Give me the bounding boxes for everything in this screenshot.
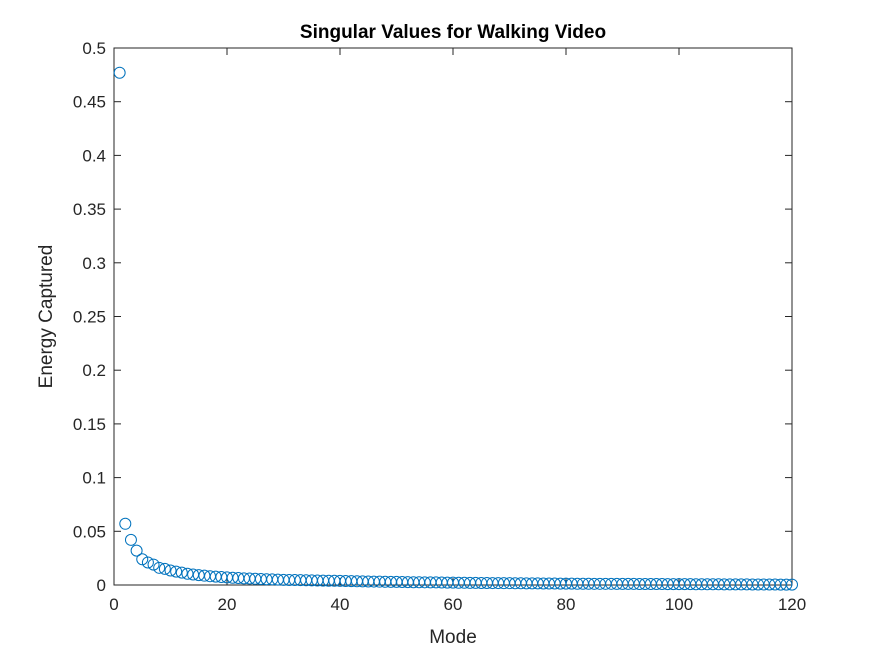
x-tick-label: 40 <box>331 595 350 614</box>
data-point <box>175 566 188 579</box>
data-point <box>164 564 177 577</box>
y-tick-label: 0.15 <box>73 415 106 434</box>
data-point <box>780 578 793 591</box>
y-axis-label: Energy Captured <box>36 245 57 389</box>
chart-title: Singular Values for Walking Video <box>300 22 606 43</box>
data-point <box>124 533 137 546</box>
x-tick-label: 20 <box>218 595 237 614</box>
y-tick-label: 0.45 <box>73 93 106 112</box>
plot-area <box>113 47 793 586</box>
data-point <box>141 556 154 569</box>
y-tick-label: 0.3 <box>82 254 106 273</box>
y-tick-label: 0.25 <box>73 308 106 327</box>
data-point <box>786 578 798 591</box>
y-tick-label: 0.05 <box>73 522 106 541</box>
data-point <box>130 544 143 557</box>
data-point <box>158 562 171 575</box>
x-tick-label: 0 <box>109 595 118 614</box>
y-axis-ticks: 0 0.05 0.1 0.15 0.2 0.25 0.3 0.35 0.4 0.45 0.5 <box>73 39 792 595</box>
data-point <box>170 565 183 578</box>
data-point <box>147 558 160 571</box>
x-tick-label: 120 <box>778 595 806 614</box>
x-tick-label: 60 <box>444 595 463 614</box>
x-axis-label: Mode <box>429 627 477 648</box>
data-point <box>136 553 149 566</box>
data-point <box>113 66 126 79</box>
y-tick-label: 0 <box>97 576 106 595</box>
y-tick-label: 0.4 <box>82 146 106 165</box>
data-point <box>119 517 132 530</box>
data-points <box>113 66 798 591</box>
x-axis-ticks: 0 20 40 60 80 100 120 <box>109 48 806 614</box>
data-point <box>153 561 166 574</box>
x-tick-label: 100 <box>665 595 693 614</box>
x-tick-label: 80 <box>557 595 576 614</box>
y-tick-label: 0.5 <box>82 39 106 58</box>
y-tick-label: 0.1 <box>82 469 106 488</box>
y-tick-label: 0.35 <box>73 200 106 219</box>
y-tick-label: 0.2 <box>82 361 106 380</box>
